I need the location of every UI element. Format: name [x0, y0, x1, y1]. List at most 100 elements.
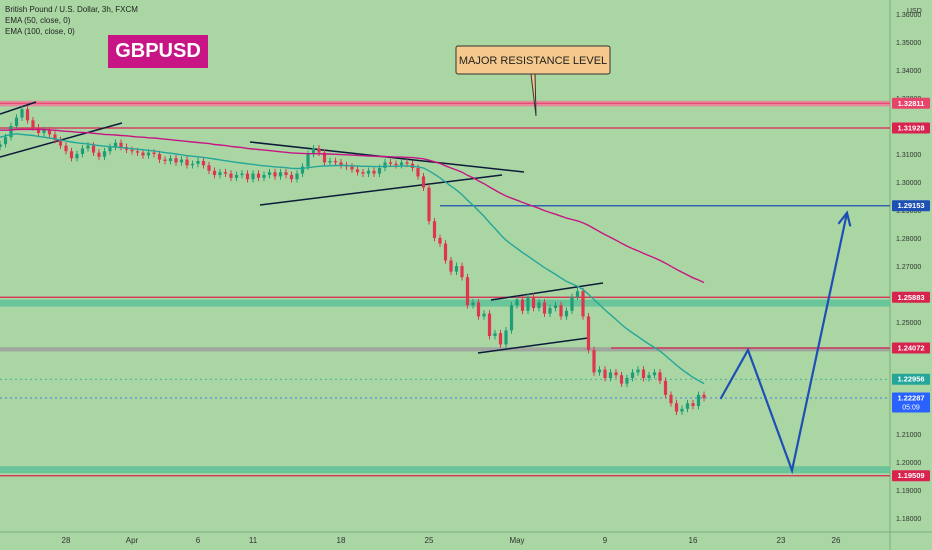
candle-body [366, 170, 371, 174]
candle-body [482, 313, 486, 317]
y-tick-label: 1.18000 [896, 516, 921, 523]
candle-body [476, 302, 481, 317]
projection-line[interactable] [719, 212, 849, 475]
candle-body [146, 152, 151, 156]
candle-body [685, 403, 690, 409]
candle-body [592, 350, 596, 373]
legend: British Pound / U.S. Dollar, 3h, FXCM EM… [5, 4, 138, 37]
candle-body [240, 173, 244, 175]
candle-body [586, 316, 591, 350]
zone-2[interactable] [0, 347, 890, 352]
candle-body [669, 394, 673, 404]
y-tick-label: 1.34000 [896, 68, 921, 75]
callout-text: MAJOR RESISTANCE LEVEL [459, 55, 607, 67]
price-label-text: 1.29153 [897, 201, 924, 210]
candle-body [471, 302, 475, 306]
x-tick-label: 11 [249, 536, 258, 545]
candle-body [152, 152, 156, 154]
candle-body [372, 170, 376, 174]
price-labels: 1.32811 1.31928 1.29153 1.25883 1.24072 1.229… [892, 97, 930, 482]
candle-body [702, 394, 706, 398]
candle-body [163, 159, 167, 161]
candle-body [267, 172, 272, 175]
candle-body [438, 238, 442, 244]
candle-body [185, 159, 189, 166]
candle-body [31, 120, 35, 128]
candle-body [36, 127, 41, 133]
candle-body [86, 145, 90, 149]
candle-body [3, 137, 8, 145]
candle-body [394, 163, 398, 166]
zone-3[interactable] [0, 466, 890, 474]
price-label-bg [892, 200, 930, 212]
candle-body [614, 372, 618, 376]
channel-lower-trendline[interactable] [477, 337, 589, 354]
trendline-march-upper[interactable] [0, 101, 37, 115]
zone-1[interactable] [0, 299, 890, 307]
candle-body [273, 172, 277, 177]
candle-body [289, 175, 294, 180]
candle-body [537, 302, 541, 308]
ema-50-line[interactable] [0, 133, 705, 385]
candle-body [460, 266, 464, 278]
candle-body [383, 162, 387, 168]
candle-body [361, 172, 365, 174]
candle-body [306, 154, 310, 167]
candle-body [190, 163, 195, 166]
candle-body [581, 291, 585, 317]
ema-50-legend[interactable]: EMA (50, close, 0) [5, 16, 71, 25]
candle-body [196, 161, 200, 164]
symbol-title[interactable]: British Pound / U.S. Dollar, 3h, FXCM [5, 5, 138, 14]
candle-body [311, 148, 316, 154]
callout[interactable]: MAJOR RESISTANCE LEVEL [455, 45, 611, 117]
price-label-bg [892, 291, 930, 303]
plot-background [0, 0, 890, 532]
candle-body [691, 403, 695, 406]
symbol-badge: GBPUSD [108, 35, 208, 68]
candle-body [570, 296, 574, 311]
candle-body [278, 172, 283, 177]
candle-body [377, 168, 382, 174]
candle-body [322, 152, 327, 163]
candle-body [256, 173, 261, 178]
candle-body [405, 162, 409, 164]
candle-body [295, 173, 299, 180]
candle-body [108, 147, 112, 152]
projection-arrowhead [837, 210, 852, 227]
price-label-text: 1.22287 [897, 393, 924, 402]
x-tick-label: 28 [62, 536, 71, 545]
candle-body [20, 109, 24, 118]
candle-body [42, 130, 46, 133]
x-tick-label: 6 [196, 536, 201, 545]
candle-body [553, 305, 558, 308]
candle-body [102, 151, 107, 157]
candle-body [113, 142, 118, 147]
candle-body [641, 369, 646, 378]
candle-body [47, 130, 52, 135]
x-tick-label: 18 [337, 536, 346, 545]
candle-body [663, 380, 668, 395]
ema-100-line[interactable] [0, 128, 705, 284]
candle-body [207, 165, 211, 171]
candle-body [680, 408, 684, 412]
candle-body [245, 173, 250, 180]
candle-body [251, 173, 255, 180]
candle-body [317, 148, 321, 153]
candle-body [432, 221, 437, 238]
candle-body [674, 403, 679, 412]
projection-path [719, 210, 852, 475]
candle-body [564, 310, 569, 317]
ema-100-legend[interactable]: EMA (100, close, 0) [5, 27, 75, 36]
candle-body [619, 375, 624, 384]
channel-upper-trendline[interactable] [490, 282, 604, 301]
candle-body [179, 159, 184, 163]
triangle-lower-trendline[interactable] [259, 174, 503, 206]
candle-body [135, 151, 140, 153]
candle-body [223, 172, 228, 174]
candle-body [141, 152, 145, 156]
candle-body [603, 369, 607, 378]
candle-body [212, 170, 217, 175]
candle-body [493, 333, 497, 336]
